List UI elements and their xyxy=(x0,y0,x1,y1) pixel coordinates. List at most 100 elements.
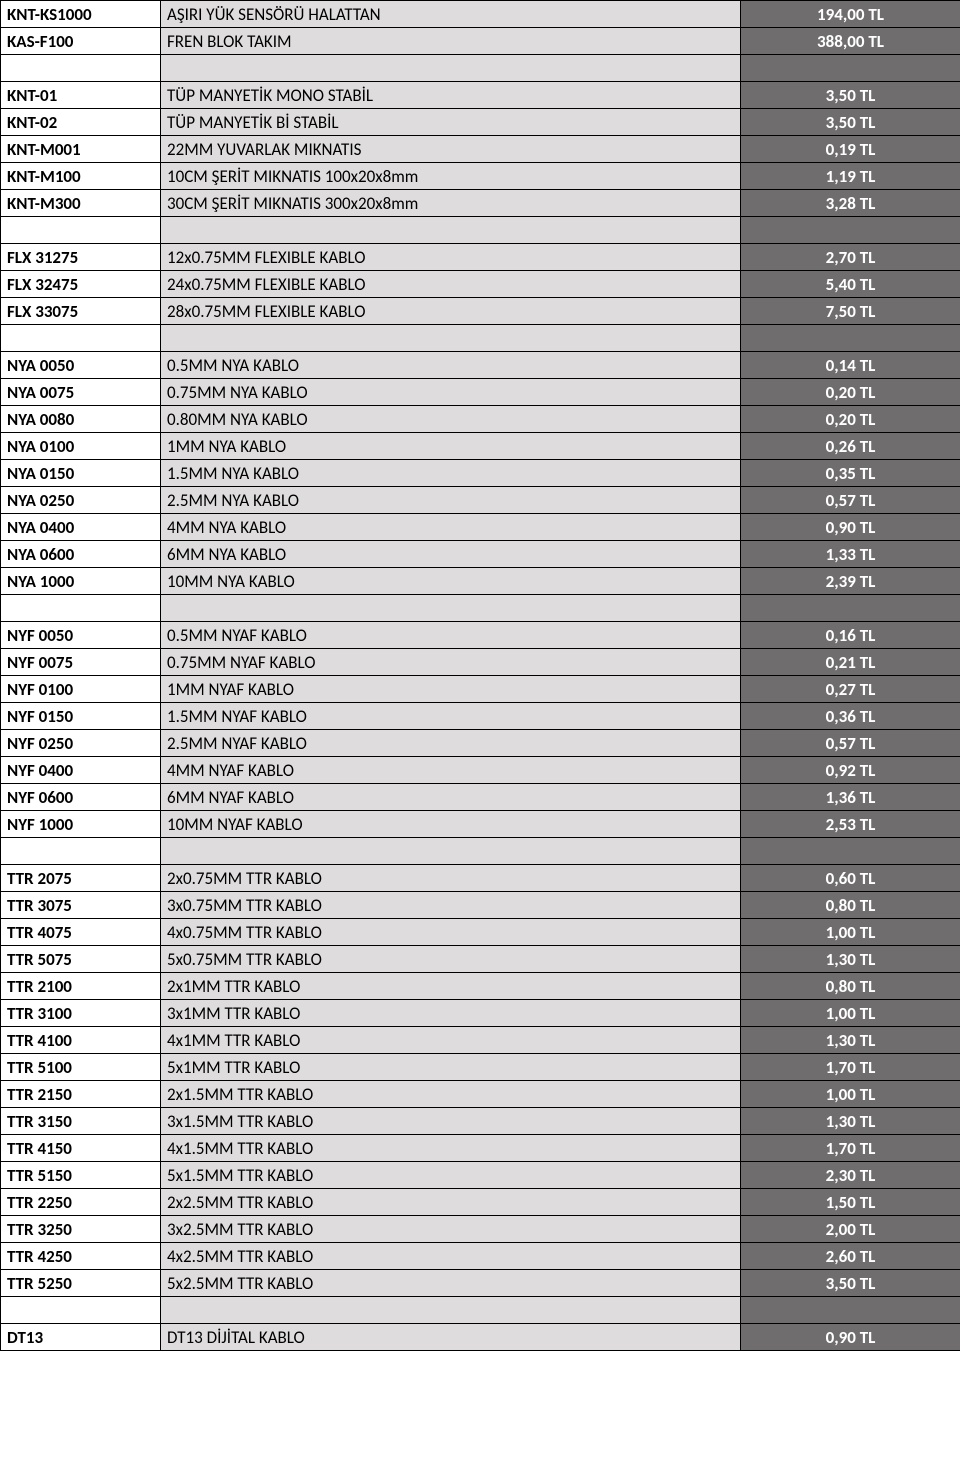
product-code xyxy=(1,325,161,352)
product-description: 0.75MM NYAF KABLO xyxy=(161,649,741,676)
table-row: TTR 31503x1.5MM TTR KABLO1,30 TL xyxy=(1,1108,960,1135)
product-code: TTR 3250 xyxy=(1,1216,161,1243)
product-code: NYA 0080 xyxy=(1,406,161,433)
product-code: KNT-M001 xyxy=(1,136,161,163)
product-code: DT13 xyxy=(1,1324,161,1351)
product-code: NYA 0050 xyxy=(1,352,161,379)
table-row: TTR 42504x2.5MM TTR KABLO2,60 TL xyxy=(1,1243,960,1270)
product-code: KNT-02 xyxy=(1,109,161,136)
table-row: NYF 00750.75MM NYAF KABLO0,21 TL xyxy=(1,649,960,676)
separator-row xyxy=(1,55,960,82)
product-price: 0,14 TL xyxy=(741,352,960,379)
product-code: KNT-KS1000 xyxy=(1,1,161,28)
table-row: NYA 01001MM NYA KABLO0,26 TL xyxy=(1,433,960,460)
product-price xyxy=(741,838,960,865)
product-description: TÜP MANYETİK MONO STABİL xyxy=(161,82,741,109)
product-code: NYA 0600 xyxy=(1,541,161,568)
product-description xyxy=(161,217,741,244)
product-description: 5x1.5MM TTR KABLO xyxy=(161,1162,741,1189)
product-description: 10MM NYA KABLO xyxy=(161,568,741,595)
product-price: 0,90 TL xyxy=(741,514,960,541)
product-description xyxy=(161,595,741,622)
table-row: NYA 100010MM NYA KABLO2,39 TL xyxy=(1,568,960,595)
product-code: KNT-M100 xyxy=(1,163,161,190)
product-description: 1.5MM NYA KABLO xyxy=(161,460,741,487)
product-description: 2x2.5MM TTR KABLO xyxy=(161,1189,741,1216)
product-code: TTR 2100 xyxy=(1,973,161,1000)
table-row: TTR 20752x0.75MM TTR KABLO0,60 TL xyxy=(1,865,960,892)
product-price: 2,60 TL xyxy=(741,1243,960,1270)
table-row: NYA 02502.5MM NYA KABLO0,57 TL xyxy=(1,487,960,514)
product-description: 4x0.75MM TTR KABLO xyxy=(161,919,741,946)
product-price: 0,60 TL xyxy=(741,865,960,892)
product-code: TTR 5100 xyxy=(1,1054,161,1081)
table-row: KNT-01TÜP MANYETİK MONO STABİL3,50 TL xyxy=(1,82,960,109)
product-code: TTR 2250 xyxy=(1,1189,161,1216)
product-description: 1MM NYA KABLO xyxy=(161,433,741,460)
table-row: TTR 41504x1.5MM TTR KABLO1,70 TL xyxy=(1,1135,960,1162)
product-price: 2,53 TL xyxy=(741,811,960,838)
product-description: 28x0.75MM FLEXIBLE KABLO xyxy=(161,298,741,325)
table-row: NYF 02502.5MM NYAF KABLO0,57 TL xyxy=(1,730,960,757)
product-code: NYA 0400 xyxy=(1,514,161,541)
product-code: FLX 33075 xyxy=(1,298,161,325)
product-description: 3x2.5MM TTR KABLO xyxy=(161,1216,741,1243)
price-table: KNT-KS1000AŞIRI YÜK SENSÖRÜ HALATTAN194,… xyxy=(0,0,960,1351)
product-code: FLX 31275 xyxy=(1,244,161,271)
product-price xyxy=(741,1297,960,1324)
product-code: TTR 5075 xyxy=(1,946,161,973)
product-price: 0,21 TL xyxy=(741,649,960,676)
product-description: AŞIRI YÜK SENSÖRÜ HALATTAN xyxy=(161,1,741,28)
product-code xyxy=(1,838,161,865)
product-code: NYA 0100 xyxy=(1,433,161,460)
table-row: KNT-02TÜP MANYETİK Bİ STABİL3,50 TL xyxy=(1,109,960,136)
table-row: FLX 3307528x0.75MM FLEXIBLE KABLO7,50 TL xyxy=(1,298,960,325)
product-description: 0.80MM NYA KABLO xyxy=(161,406,741,433)
table-row: DT13DT13 DİJİTAL KABLO0,90 TL xyxy=(1,1324,960,1351)
product-description: 10MM NYAF KABLO xyxy=(161,811,741,838)
product-price: 2,00 TL xyxy=(741,1216,960,1243)
product-price: 0,80 TL xyxy=(741,973,960,1000)
product-price: 1,70 TL xyxy=(741,1054,960,1081)
table-row: TTR 30753x0.75MM TTR KABLO0,80 TL xyxy=(1,892,960,919)
product-code: NYA 0150 xyxy=(1,460,161,487)
table-row: FLX 3127512x0.75MM FLEXIBLE KABLO2,70 TL xyxy=(1,244,960,271)
product-code: TTR 4150 xyxy=(1,1135,161,1162)
product-price: 1,36 TL xyxy=(741,784,960,811)
product-description: 6MM NYA KABLO xyxy=(161,541,741,568)
table-row: TTR 51505x1.5MM TTR KABLO2,30 TL xyxy=(1,1162,960,1189)
product-description: 30CM ŞERİT MIKNATIS 300x20x8mm xyxy=(161,190,741,217)
table-row: NYA 01501.5MM NYA KABLO0,35 TL xyxy=(1,460,960,487)
product-code: TTR 2075 xyxy=(1,865,161,892)
product-code: TTR 4250 xyxy=(1,1243,161,1270)
separator-row xyxy=(1,595,960,622)
product-price xyxy=(741,217,960,244)
product-price: 1,19 TL xyxy=(741,163,960,190)
product-code: TTR 2150 xyxy=(1,1081,161,1108)
product-price: 0,19 TL xyxy=(741,136,960,163)
separator-row xyxy=(1,325,960,352)
product-price: 1,00 TL xyxy=(741,1000,960,1027)
table-row: TTR 41004x1MM TTR KABLO1,30 TL xyxy=(1,1027,960,1054)
product-price: 0,27 TL xyxy=(741,676,960,703)
product-description: 1MM NYAF KABLO xyxy=(161,676,741,703)
table-row: NYA 00500.5MM NYA KABLO0,14 TL xyxy=(1,352,960,379)
product-price: 0,20 TL xyxy=(741,379,960,406)
product-code: NYA 1000 xyxy=(1,568,161,595)
table-row: KNT-M10010CM ŞERİT MIKNATIS 100x20x8mm1,… xyxy=(1,163,960,190)
product-price xyxy=(741,325,960,352)
product-code: KAS-F100 xyxy=(1,28,161,55)
product-description: DT13 DİJİTAL KABLO xyxy=(161,1324,741,1351)
product-code: NYF 0050 xyxy=(1,622,161,649)
product-price: 5,40 TL xyxy=(741,271,960,298)
product-price: 0,35 TL xyxy=(741,460,960,487)
product-description: 5x2.5MM TTR KABLO xyxy=(161,1270,741,1297)
product-description xyxy=(161,1297,741,1324)
product-code: KNT-M300 xyxy=(1,190,161,217)
table-row: NYF 100010MM NYAF KABLO2,53 TL xyxy=(1,811,960,838)
product-price: 0,36 TL xyxy=(741,703,960,730)
product-price xyxy=(741,595,960,622)
product-price: 1,30 TL xyxy=(741,1108,960,1135)
product-description: 24x0.75MM FLEXIBLE KABLO xyxy=(161,271,741,298)
product-price: 0,90 TL xyxy=(741,1324,960,1351)
